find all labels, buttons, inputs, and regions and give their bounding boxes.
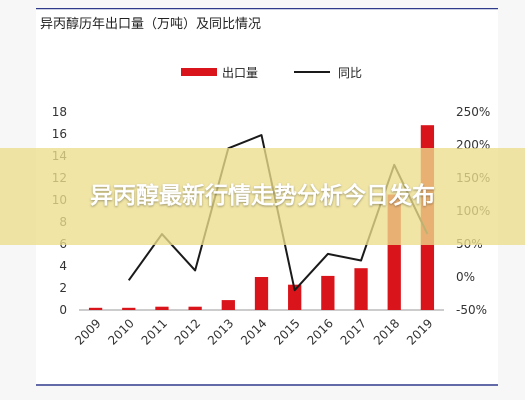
bar: [288, 284, 302, 310]
bar: [188, 306, 202, 310]
x-tick-label: 2014: [238, 316, 269, 347]
y-right-tick-label: 0%: [456, 270, 475, 284]
legend-line-label: 同比: [338, 66, 362, 80]
x-tick-label: 2017: [338, 316, 369, 347]
y-right-tick-label: 250%: [456, 105, 490, 119]
y-left-tick-label: 18: [52, 105, 67, 119]
bar: [122, 307, 136, 310]
headline-banner: 异丙醇最新行情走势分析今日发布: [0, 148, 525, 245]
y-right-tick-label: -50%: [456, 303, 487, 317]
x-tick-label: 2018: [371, 316, 402, 347]
x-tick-label: 2010: [105, 316, 136, 347]
bar: [221, 300, 235, 310]
chart-legend: 出口量 同比: [181, 66, 362, 80]
bar: [88, 307, 103, 310]
y-left-tick-label: 0: [59, 303, 67, 317]
x-tick-label: 2009: [72, 316, 103, 347]
x-tick-label: 2013: [205, 316, 236, 347]
x-tick-label: 2016: [304, 316, 335, 347]
y-left-tick-label: 16: [52, 127, 67, 141]
y-left-tick-label: 4: [59, 259, 67, 273]
y-left-tick-label: 2: [59, 281, 67, 295]
chart-title: 异丙醇历年出口量（万吨）及同比情况: [40, 16, 261, 32]
bar: [254, 277, 269, 310]
bar: [354, 268, 368, 310]
x-tick-label: 2019: [404, 316, 435, 347]
x-tick-label: 2011: [139, 316, 170, 347]
legend-bar-swatch: [181, 68, 217, 76]
x-tick-label: 2012: [172, 316, 203, 347]
legend-bar-label: 出口量: [222, 66, 258, 80]
bar: [155, 306, 169, 310]
bar: [321, 275, 335, 310]
x-tick-label: 2015: [271, 316, 302, 347]
headline-text: 异丙醇最新行情走势分析今日发布: [90, 183, 435, 209]
